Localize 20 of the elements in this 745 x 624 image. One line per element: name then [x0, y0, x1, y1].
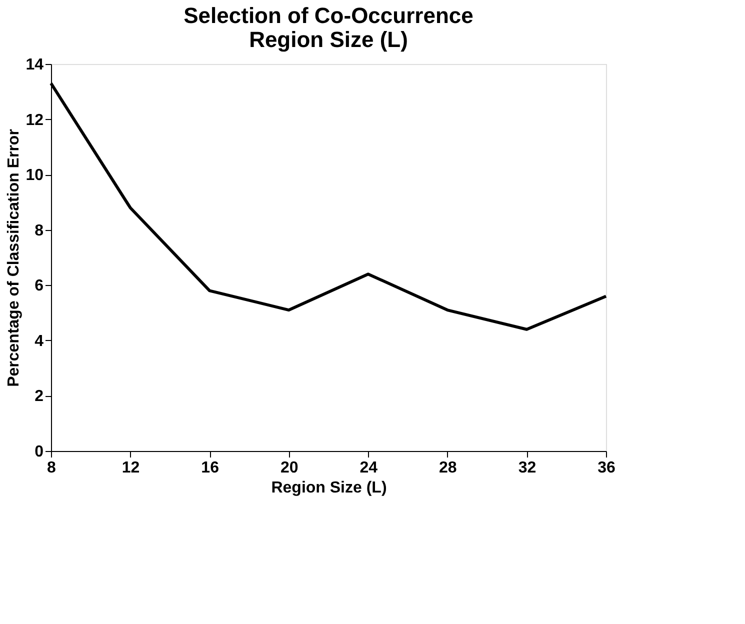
y-tick-label: 6 [34, 278, 44, 295]
x-tick-label: 28 [439, 460, 457, 476]
y-tick-label: 2 [34, 388, 44, 406]
x-tick-label: 8 [47, 460, 56, 476]
y-tick-label: 10 [26, 167, 44, 184]
y-tick-label: 12 [26, 112, 44, 129]
x-tick-label: 24 [360, 460, 378, 476]
y-tick-label: 4 [34, 332, 44, 350]
text: Region Size (L) [249, 27, 408, 52]
x-tick-label: 36 [598, 460, 616, 476]
x-tick-label: 32 [518, 460, 536, 476]
x-tick-label: 16 [201, 460, 220, 476]
y-tick-label: 8 [34, 222, 44, 240]
x-tick-label: 20 [280, 460, 298, 476]
x-axis-title: Region Size (L) [271, 480, 387, 496]
text: Selection of Co-Occurrence [184, 3, 474, 28]
y-tick-label: 0 [34, 444, 44, 460]
x-tick-label: 12 [122, 460, 140, 476]
y-axis-title: Percentage of Classification Error [6, 129, 23, 387]
y-tick-label: 14 [26, 56, 44, 74]
